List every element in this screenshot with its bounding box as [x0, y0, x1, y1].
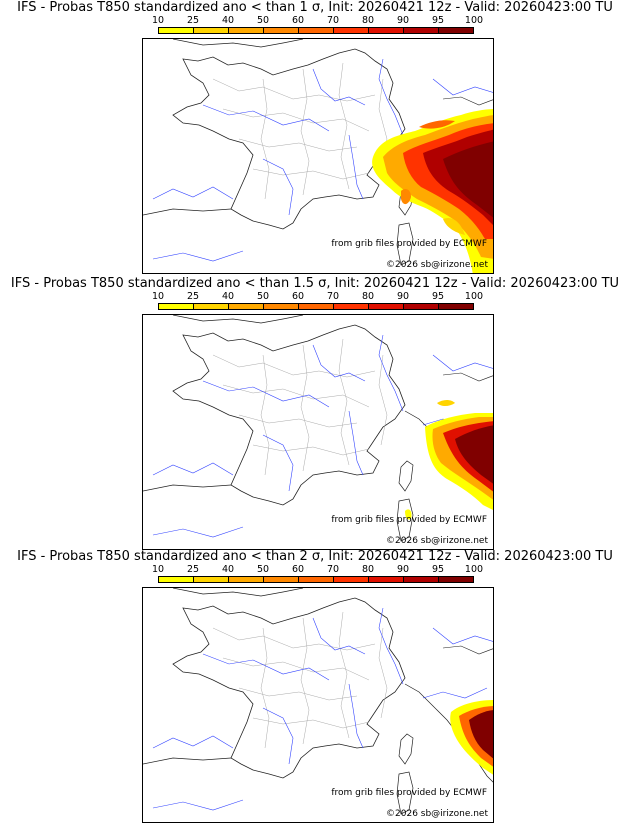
colorbar-tick: 70 — [326, 291, 340, 302]
colorbar-tick: 50 — [256, 291, 270, 302]
probability-field — [450, 700, 493, 775]
colorbar-tick: 60 — [291, 15, 305, 26]
colorbar-swatch — [334, 304, 369, 309]
colorbar-tick: 80 — [361, 15, 375, 26]
colorbar-swatch — [369, 28, 404, 33]
colorbar-tick: 10 — [151, 564, 165, 575]
colorbar-ticks: 10 25 40 50 60 70 80 90 95 100 — [0, 16, 630, 26]
map-frame: from grib files provided by ECMWF ©2026 … — [142, 38, 494, 274]
colorbar-tick: 90 — [396, 15, 410, 26]
colorbar-swatch — [439, 28, 473, 33]
colorbar-tick: 25 — [186, 15, 200, 26]
source-credit: from grib files provided by ECMWF — [331, 515, 487, 525]
colorbar-swatch — [439, 304, 473, 309]
colorbar — [158, 27, 474, 34]
colorbar-swatch — [299, 304, 334, 309]
colorbar-swatch — [264, 577, 299, 582]
colorbar-tick: 25 — [186, 564, 200, 575]
colorbar-swatch — [369, 577, 404, 582]
probability-field — [372, 109, 493, 273]
colorbar-tick: 95 — [431, 564, 445, 575]
colorbar-tick: 10 — [151, 291, 165, 302]
colorbar-tick: 50 — [256, 15, 270, 26]
colorbar — [158, 303, 474, 310]
colorbar-swatch — [299, 577, 334, 582]
colorbar-tick: 80 — [361, 564, 375, 575]
colorbar-swatch — [194, 304, 229, 309]
colorbar-tick: 70 — [326, 564, 340, 575]
copyright-credit: ©2026 sb@irizone.net — [386, 809, 488, 819]
colorbar-swatch — [159, 28, 194, 33]
colorbar-tick: 95 — [431, 15, 445, 26]
colorbar-swatch — [299, 28, 334, 33]
colorbar-tick: 90 — [396, 564, 410, 575]
forecast-panel-1-5sigma: IFS - Probas T850 standardized ano < tha… — [0, 276, 630, 552]
map-canvas — [143, 315, 493, 542]
map-canvas — [143, 588, 493, 815]
colorbar-swatch — [194, 28, 229, 33]
colorbar-tick: 60 — [291, 564, 305, 575]
copyright-credit: ©2026 sb@irizone.net — [386, 536, 488, 546]
panel-title: IFS - Probas T850 standardized ano < tha… — [10, 276, 620, 291]
colorbar-tick: 40 — [221, 291, 235, 302]
source-credit: from grib files provided by ECMWF — [331, 239, 487, 249]
colorbar-tick: 70 — [326, 15, 340, 26]
colorbar-tick: 100 — [464, 15, 484, 26]
forecast-panel-2sigma: IFS - Probas T850 standardized ano < tha… — [0, 549, 630, 825]
colorbar-swatch — [334, 577, 369, 582]
colorbar-tick: 100 — [464, 291, 484, 302]
colorbar-swatch — [194, 577, 229, 582]
colorbar-swatch — [229, 304, 264, 309]
colorbar-ticks: 10 25 40 50 60 70 80 90 95 100 — [0, 565, 630, 575]
colorbar-swatch — [264, 304, 299, 309]
colorbar-swatch — [264, 28, 299, 33]
colorbar-tick: 60 — [291, 291, 305, 302]
forecast-panel-1sigma: IFS - Probas T850 standardized ano < tha… — [0, 0, 630, 276]
colorbar-tick: 40 — [221, 564, 235, 575]
map-frame: from grib files provided by ECMWF ©2026 … — [142, 314, 494, 550]
panel-title: IFS - Probas T850 standardized ano < tha… — [17, 549, 613, 564]
colorbar-tick: 40 — [221, 15, 235, 26]
colorbar-swatch — [439, 577, 473, 582]
panel-title: IFS - Probas T850 standardized ano < tha… — [17, 0, 613, 15]
colorbar-tick: 95 — [431, 291, 445, 302]
colorbar-swatch — [404, 28, 439, 33]
colorbar-swatch — [404, 577, 439, 582]
colorbar-swatch — [404, 304, 439, 309]
map-frame: from grib files provided by ECMWF ©2026 … — [142, 587, 494, 823]
colorbar-swatch — [229, 577, 264, 582]
colorbar-tick: 50 — [256, 564, 270, 575]
colorbar — [158, 576, 474, 583]
source-credit: from grib files provided by ECMWF — [331, 788, 487, 798]
probability-field — [405, 400, 493, 520]
map-canvas — [143, 39, 493, 273]
colorbar-tick: 25 — [186, 291, 200, 302]
colorbar-tick: 80 — [361, 291, 375, 302]
colorbar-swatch — [369, 304, 404, 309]
colorbar-tick: 10 — [151, 15, 165, 26]
colorbar-swatch — [159, 304, 194, 309]
colorbar-ticks: 10 25 40 50 60 70 80 90 95 100 — [0, 292, 630, 302]
copyright-credit: ©2026 sb@irizone.net — [386, 260, 488, 270]
colorbar-swatch — [229, 28, 264, 33]
colorbar-swatch — [159, 577, 194, 582]
colorbar-tick: 100 — [464, 564, 484, 575]
colorbar-tick: 90 — [396, 291, 410, 302]
colorbar-swatch — [334, 28, 369, 33]
